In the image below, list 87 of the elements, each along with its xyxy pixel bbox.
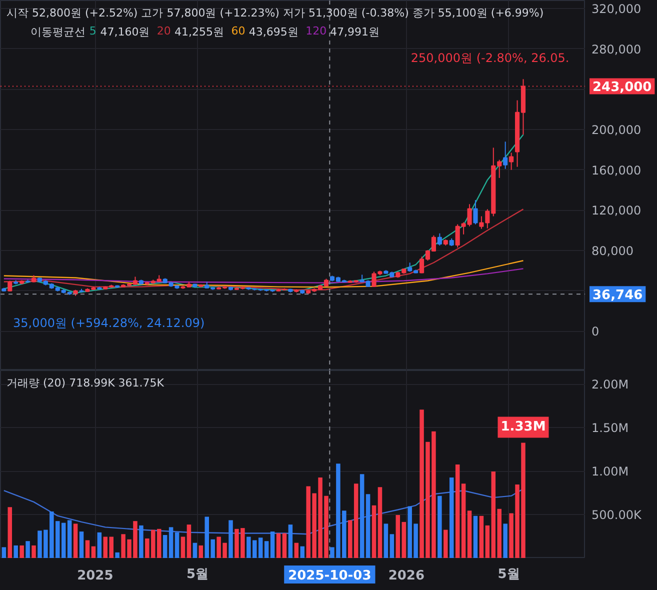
text: 120 [306, 24, 327, 38]
x-tick-label: 2025 [77, 568, 114, 584]
ref-line-label: 36,746 [592, 288, 643, 304]
bar [360, 474, 364, 558]
annotation: 이동평균선 [30, 26, 86, 38]
y-tick-label: 2.00M [592, 377, 629, 392]
x-tick-label: 5월 [186, 567, 209, 582]
text: 60 [231, 24, 246, 38]
annotation: 43,695원 [248, 26, 298, 38]
text: 5 [89, 24, 96, 38]
y-tick-label: 80,000 [592, 244, 634, 258]
x-tick-label: 5월 [498, 567, 520, 582]
bar [288, 524, 293, 558]
bar [473, 516, 478, 558]
bar [139, 525, 144, 558]
annotation: 47,991원 [330, 26, 380, 38]
bar [20, 545, 24, 558]
bar [168, 527, 174, 558]
candlestick [509, 152, 514, 170]
candlestick [473, 200, 478, 225]
data-label: 1.33M [500, 420, 546, 435]
y-tick-label: 160,000 [592, 163, 642, 178]
bar [79, 532, 84, 558]
line-series [3, 134, 524, 294]
candlestick [503, 141, 508, 170]
bar [270, 532, 275, 558]
y-tick-label: 1.00M [592, 464, 629, 478]
bar [300, 546, 305, 558]
bar [2, 547, 6, 558]
bar [97, 532, 102, 558]
bar [85, 540, 90, 558]
bar [14, 545, 18, 558]
bar [372, 505, 376, 558]
bar [294, 542, 299, 558]
bar [192, 542, 198, 558]
bar [467, 510, 472, 558]
bar [174, 532, 180, 558]
bar [264, 541, 269, 558]
annotation: 47,160원 [100, 26, 150, 38]
bar [438, 496, 442, 558]
y-tick-label: 500.00K [592, 508, 642, 522]
bar [67, 520, 72, 558]
line-series [3, 268, 524, 284]
annotation: 250,000원 (-2.80%, 26.05. [410, 51, 570, 66]
bar [115, 552, 120, 558]
bar [276, 533, 281, 558]
ref-line-label: 243,000 [592, 80, 652, 96]
line-series [3, 208, 524, 290]
line-series [3, 488, 524, 535]
bar [485, 525, 490, 558]
bar [91, 546, 96, 558]
candlestick [437, 232, 442, 246]
y-tick-label: 320,000 [592, 2, 642, 16]
bar [366, 494, 370, 558]
y-tick-label: 1.50M [592, 420, 629, 435]
annotation: 거래량 (20) 718.99K 361.75K [6, 376, 165, 390]
y-tick-label: 280,000 [592, 42, 642, 56]
bar [186, 524, 192, 558]
bar [449, 478, 454, 558]
bar [479, 516, 484, 558]
bar [32, 545, 36, 558]
annotation: 시작 52,800원 (+2.52%) 고가 57,800원 (+12.23%) 저가 51,300원 (-0.38%) 종가 55,100원 (+6.99%) [6, 6, 544, 20]
ref-line-label: 2025-10-03 [288, 568, 372, 584]
y-tick-label: 0 [592, 324, 600, 339]
line-series [3, 260, 524, 288]
annotation: 35,000원 (+594.28%, 24.12.09) [12, 316, 205, 330]
bar [390, 534, 394, 558]
bar [384, 524, 388, 558]
candlestick [8, 280, 12, 292]
bar [162, 535, 168, 558]
bar [180, 536, 186, 558]
bar [8, 507, 12, 558]
bar [444, 530, 448, 558]
x-tick-label: 2026 [388, 568, 425, 584]
bar [378, 487, 382, 558]
bar [26, 541, 30, 558]
bar [198, 545, 204, 558]
bar [228, 520, 233, 558]
bar [455, 464, 460, 558]
y-tick-label: 200,000 [592, 123, 642, 138]
bar [73, 524, 78, 558]
bar [461, 484, 466, 558]
text: 20 [156, 24, 171, 38]
bar [282, 533, 287, 558]
bar [503, 524, 508, 558]
y-tick-label: 120,000 [592, 204, 642, 218]
annotation: 41,255원 [174, 26, 224, 38]
